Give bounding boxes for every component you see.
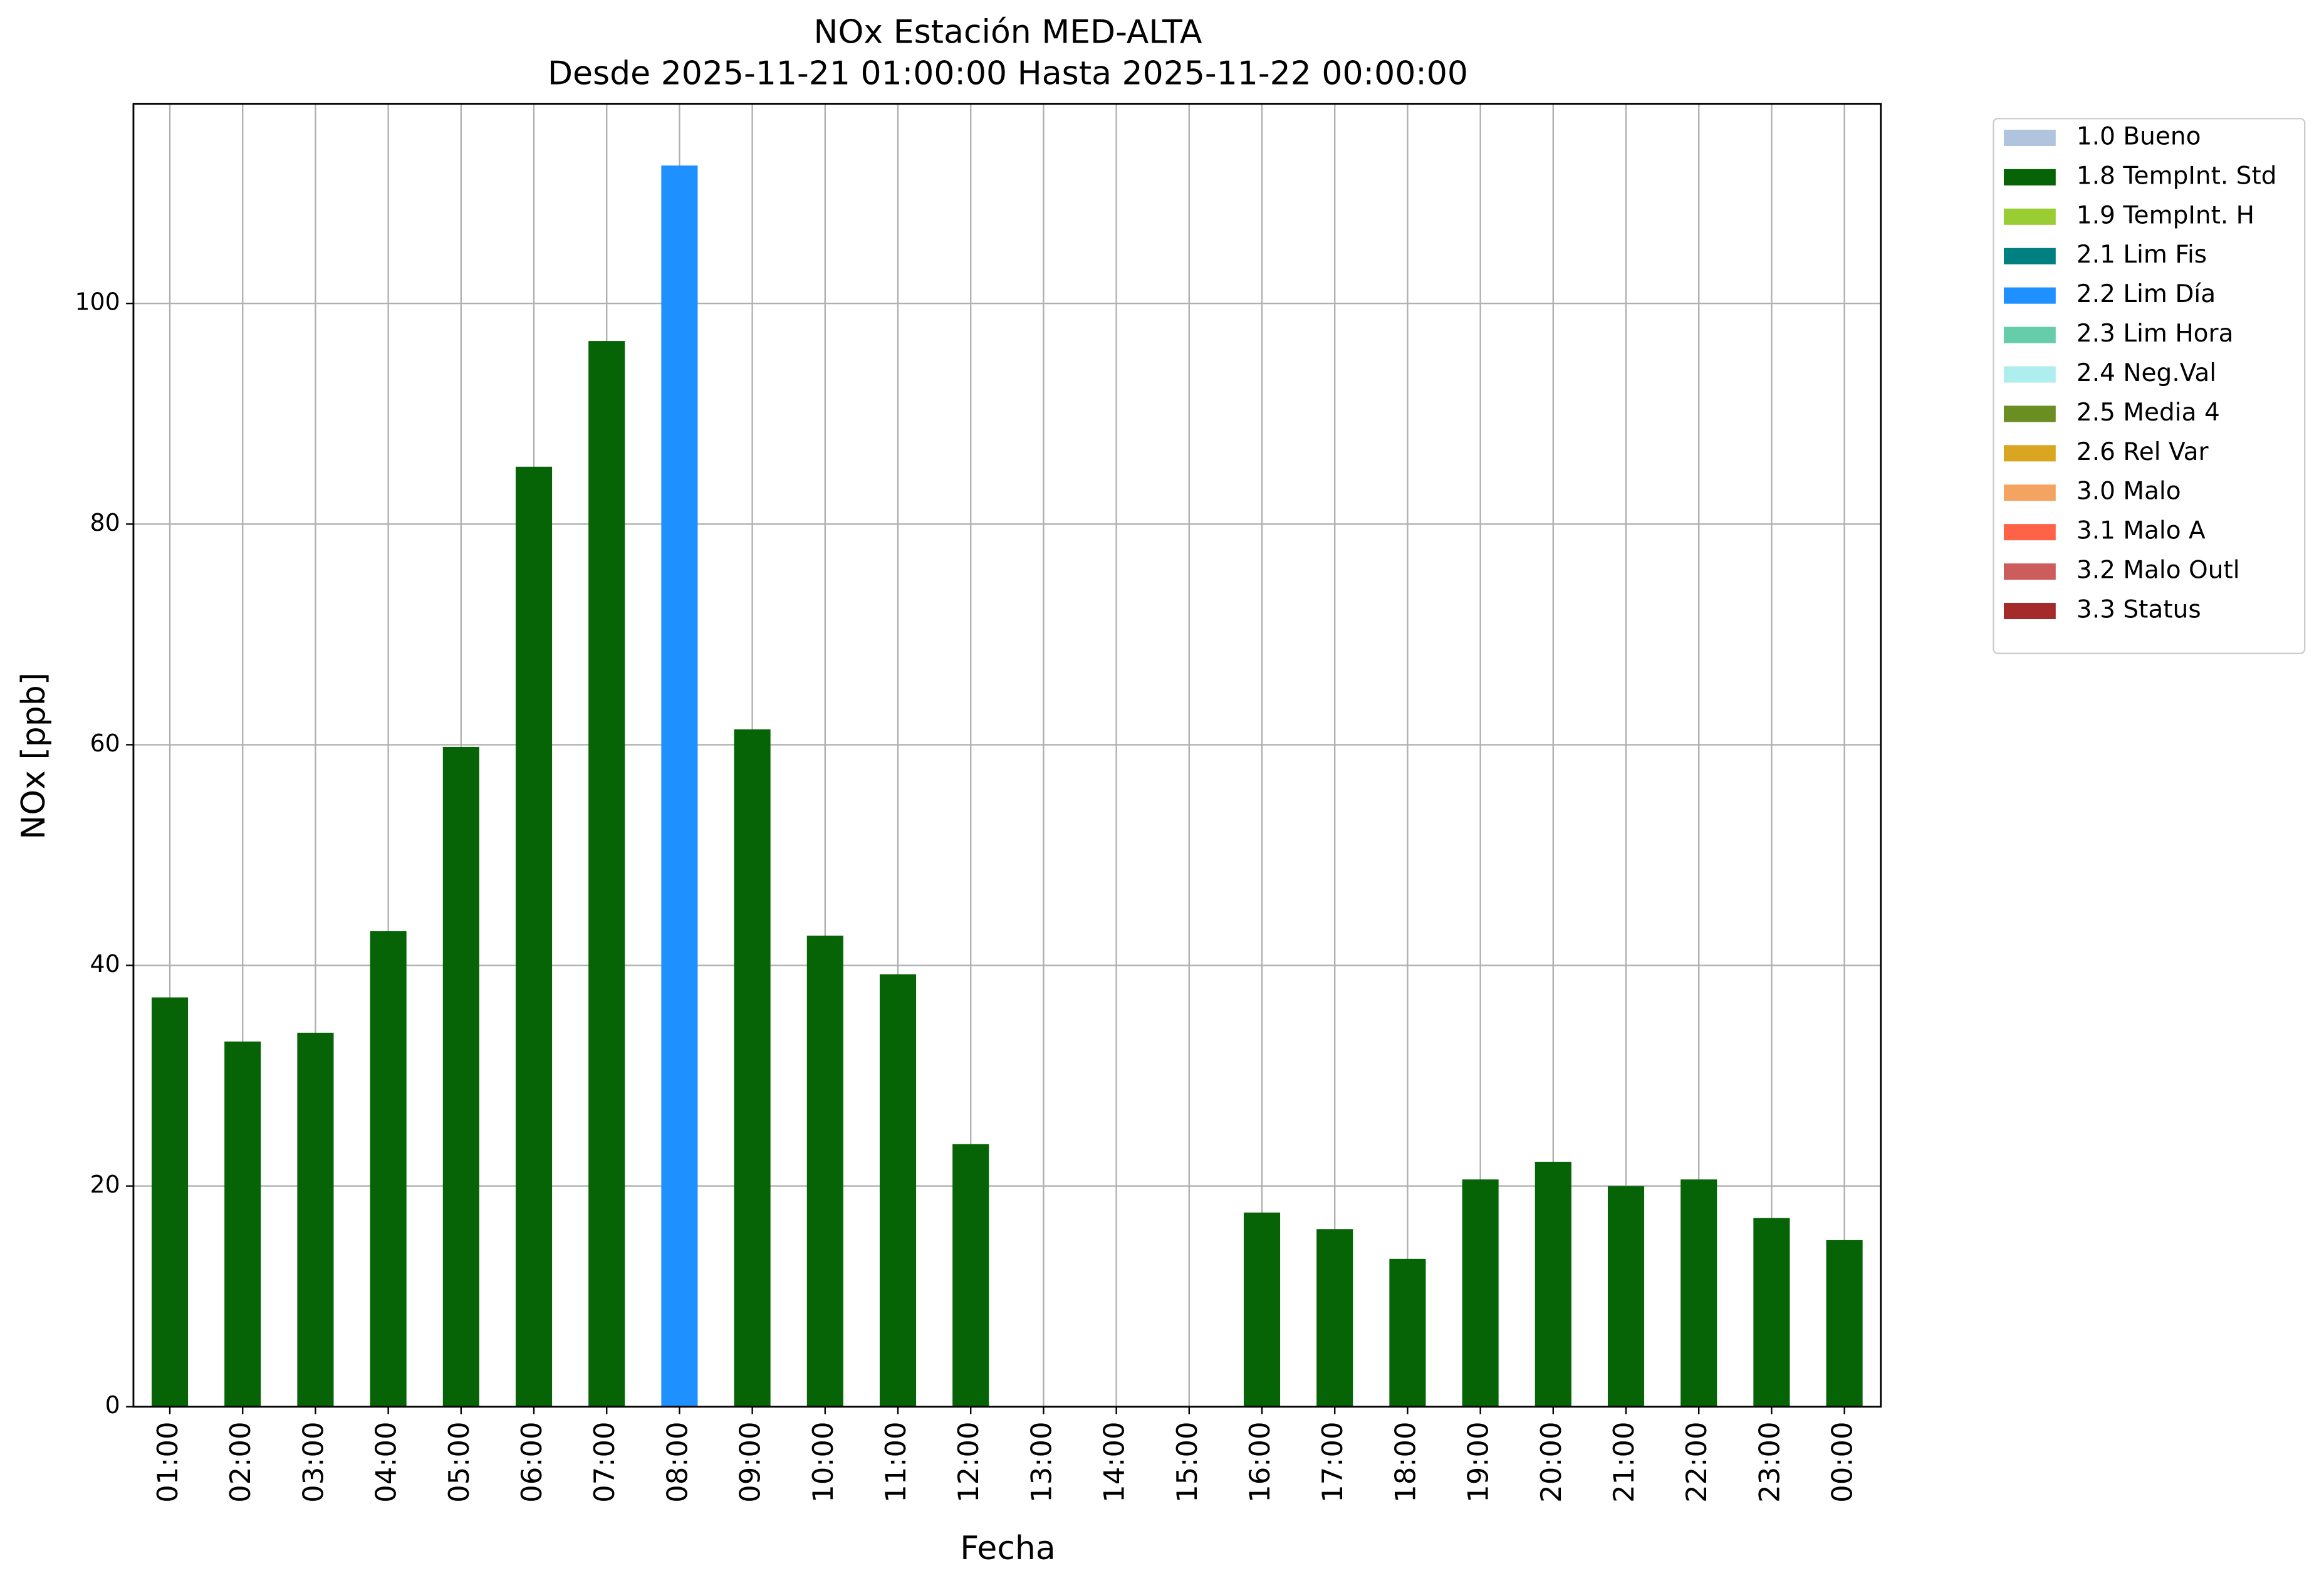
legend-label: 1.8 TempInt. Std (2076, 162, 2277, 190)
x-tick-label: 04:00 (370, 1421, 403, 1503)
x-tick-label: 12:00 (952, 1421, 985, 1503)
legend-swatch (2004, 129, 2056, 146)
bar (1389, 1258, 1426, 1407)
bar (588, 341, 625, 1407)
x-tick-label: 09:00 (734, 1421, 767, 1503)
legend-swatch (2004, 445, 2056, 462)
bar (370, 931, 407, 1407)
y-tick-label: 60 (90, 729, 120, 757)
legend-swatch (2004, 524, 2056, 541)
x-tick-label: 05:00 (442, 1421, 476, 1503)
bar (1607, 1186, 1645, 1407)
plot-frame (132, 103, 1882, 1408)
x-tick-label: 17:00 (1316, 1421, 1349, 1503)
chart-subtitle: Desde 2025-11-21 01:00:00 Hasta 2025-11-… (548, 55, 1468, 93)
legend-label: 1.9 TempInt. H (2076, 201, 2254, 229)
bar (806, 935, 843, 1407)
legend-label: 2.1 Lim Fis (2076, 241, 2207, 269)
x-tick-label: 21:00 (1607, 1421, 1640, 1503)
legend-label: 2.5 Media 4 (2076, 399, 2220, 427)
x-tick-label: 07:00 (588, 1421, 621, 1503)
bar (1316, 1229, 1353, 1407)
x-tick-label: 20:00 (1535, 1421, 1568, 1503)
x-tick-label: 22:00 (1680, 1421, 1713, 1503)
bar (734, 729, 771, 1407)
legend-swatch (2004, 563, 2056, 580)
bar (515, 466, 553, 1407)
bar (151, 997, 189, 1407)
y-tick-label: 20 (90, 1171, 120, 1198)
legend-box (1993, 118, 2306, 654)
legend-label: 2.6 Rel Var (2076, 438, 2209, 466)
x-tick-label: 16:00 (1243, 1421, 1276, 1503)
x-tick-label: 10:00 (806, 1421, 840, 1503)
legend-swatch (2004, 326, 2056, 343)
y-tick-label: 100 (75, 288, 120, 316)
x-tick-label: 08:00 (660, 1421, 694, 1503)
bar (1680, 1179, 1717, 1407)
y-tick-label: 40 (90, 950, 120, 978)
bar (1243, 1212, 1281, 1407)
y-axis-label: NOx [ppb] (15, 672, 53, 840)
x-tick-label: 02:00 (224, 1421, 257, 1503)
bar (661, 165, 698, 1407)
x-tick-label: 13:00 (1024, 1421, 1058, 1503)
bar (952, 1144, 989, 1407)
bar (1753, 1218, 1790, 1407)
x-tick-label: 14:00 (1098, 1421, 1131, 1503)
legend-swatch (2004, 208, 2056, 225)
y-tick-label: 80 (90, 509, 120, 536)
x-tick-label: 00:00 (1826, 1421, 1859, 1503)
legend-label: 2.3 Lim Hora (2076, 320, 2234, 348)
legend-label: 3.3 Status (2076, 595, 2201, 624)
x-tick-label: 19:00 (1462, 1421, 1495, 1503)
legend-label: 2.4 Neg.Val (2076, 359, 2216, 387)
bar (1535, 1161, 1571, 1407)
y-tick-label: 0 (105, 1391, 120, 1419)
legend-label: 3.1 Malo A (2076, 517, 2206, 545)
x-axis-label: Fecha (960, 1530, 1056, 1567)
legend-label: 1.0 Bueno (2076, 122, 2201, 150)
bar (1826, 1240, 1863, 1407)
legend-swatch (2004, 287, 2056, 304)
legend-swatch (2004, 602, 2056, 620)
legend-swatch (2004, 484, 2056, 501)
x-tick-label: 18:00 (1389, 1421, 1422, 1503)
legend-swatch (2004, 366, 2056, 383)
bar (442, 746, 479, 1407)
bar (1462, 1179, 1499, 1407)
x-tick-label: 03:00 (296, 1421, 330, 1503)
chart-title: NOx Estación MED-ALTA (814, 13, 1202, 51)
bar (879, 974, 917, 1407)
legend-label: 2.2 Lim Día (2076, 280, 2216, 308)
x-tick-label: 23:00 (1753, 1421, 1786, 1503)
legend-swatch (2004, 405, 2056, 422)
x-tick-label: 15:00 (1170, 1421, 1204, 1503)
bar (297, 1032, 334, 1407)
bar (224, 1041, 261, 1407)
legend-label: 3.2 Malo Outl (2076, 556, 2240, 585)
x-tick-label: 06:00 (515, 1421, 548, 1503)
x-tick-label: 11:00 (879, 1421, 912, 1503)
legend-swatch (2004, 169, 2056, 185)
legend-label: 3.0 Malo (2076, 478, 2181, 506)
legend-swatch (2004, 248, 2056, 264)
x-tick-label: 01:00 (151, 1421, 184, 1503)
